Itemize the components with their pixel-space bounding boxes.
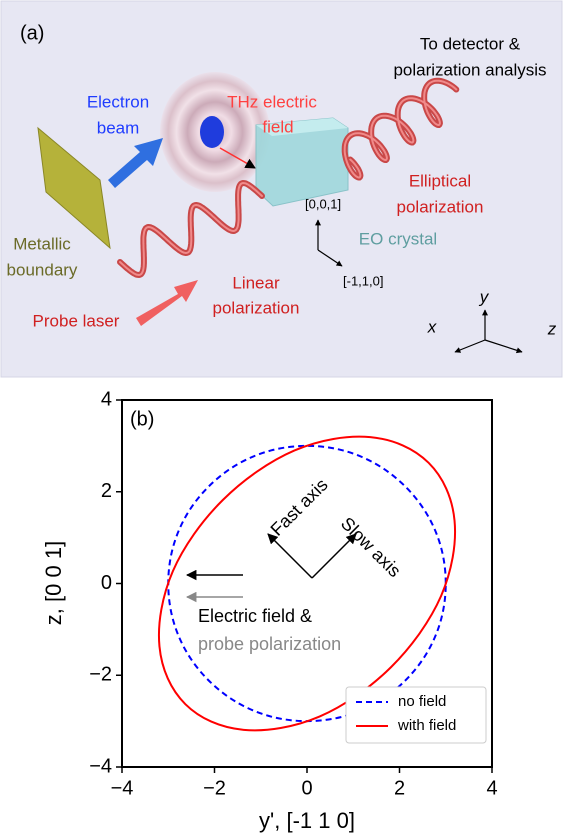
axis-name: z — [547, 319, 557, 338]
label: beam — [97, 118, 140, 137]
label: Electron — [87, 92, 149, 111]
y-tick-label: −2 — [89, 664, 112, 686]
label: polarization analysis — [393, 60, 546, 79]
y-tick-label: −4 — [89, 755, 112, 777]
y-tick-label: 0 — [101, 572, 112, 594]
label: [0,0,1] — [305, 196, 341, 211]
label: polarization — [213, 298, 300, 317]
label: Linear — [232, 273, 280, 292]
x-tick-label: −2 — [203, 777, 226, 799]
slow-axis-arrow — [312, 534, 356, 578]
y-tick-label: 4 — [101, 388, 112, 410]
panel-b: (b) y', [-1 1 0] z, [0 0 1] Fast axis Sl… — [41, 388, 498, 833]
label: THz electric — [227, 92, 317, 111]
series-line — [159, 437, 455, 731]
label: To detector & — [420, 34, 521, 53]
annotation: Electric field & — [198, 606, 312, 626]
legend-label: no field — [398, 693, 446, 710]
legend-label: with field — [397, 717, 456, 734]
label: polarization — [397, 197, 484, 216]
page: (a) To detector & polarization analysis … — [0, 0, 563, 837]
electron-bunch — [200, 116, 224, 148]
label: boundary — [7, 260, 78, 279]
label: field — [262, 117, 293, 136]
x-tick-label: 2 — [394, 777, 405, 799]
x-tick-label: 4 — [486, 777, 497, 799]
fast-axis-arrow — [268, 534, 312, 578]
axis-name: y — [479, 287, 490, 306]
label: Probe laser — [33, 311, 120, 330]
panel-label: (b) — [130, 408, 154, 430]
label: Elliptical — [409, 171, 471, 190]
annotation: probe polarization — [198, 634, 341, 654]
figure: (a) To detector & polarization analysis … — [0, 0, 563, 837]
label: Metallic — [13, 234, 71, 253]
x-tick-label: −4 — [111, 777, 134, 799]
y-tick-label: 2 — [101, 480, 112, 502]
panel-a: (a) To detector & polarization analysis … — [1, 1, 562, 377]
x-tick-label: 0 — [301, 777, 312, 799]
panel-label: (a) — [20, 22, 44, 44]
y-axis-label: z, [0 0 1] — [41, 541, 66, 625]
label: [-1,1,0] — [343, 273, 383, 288]
label: EO crystal — [359, 229, 437, 248]
axis-name: x — [427, 317, 437, 336]
x-axis-label: y', [-1 1 0] — [259, 808, 355, 833]
annotation: Fast axis — [267, 475, 332, 540]
annotation: Slow axis — [337, 513, 405, 581]
